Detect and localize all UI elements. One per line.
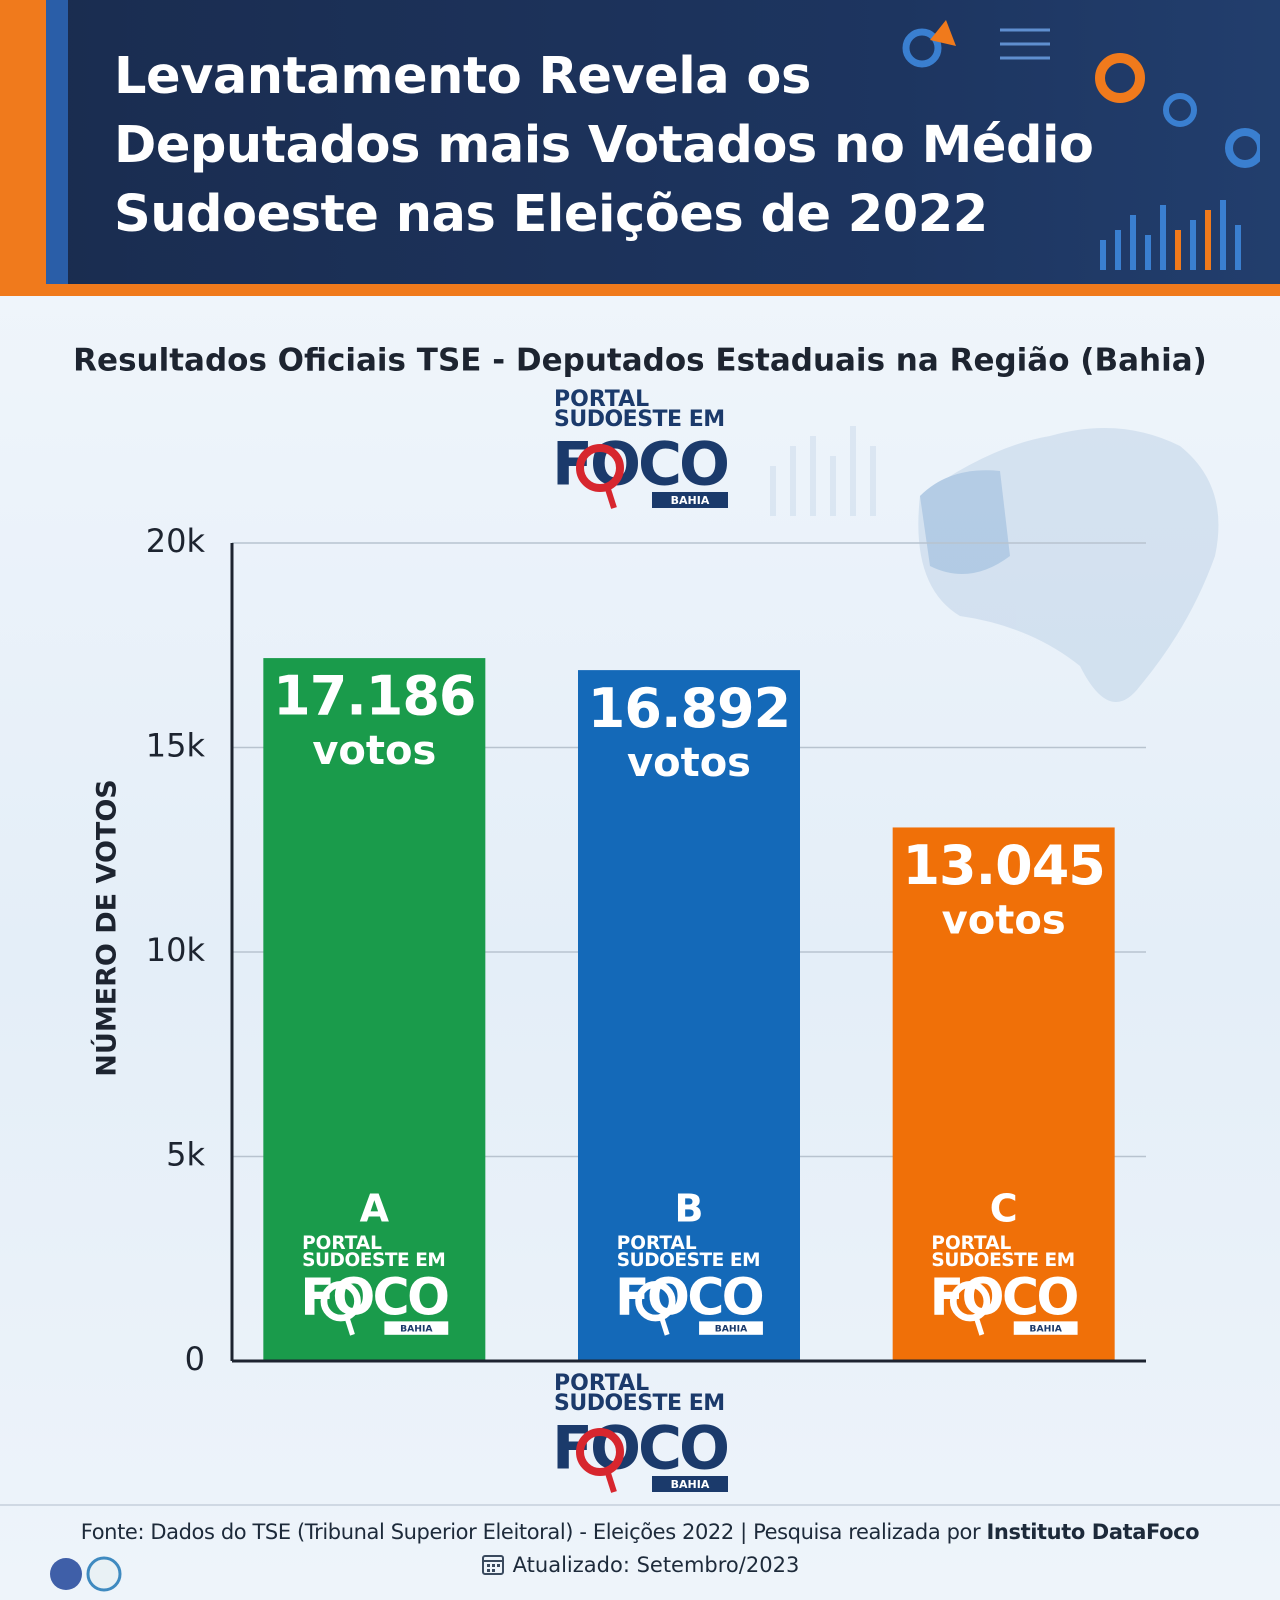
value-label-unit: votos: [627, 740, 751, 786]
y-tick-label: 5k: [166, 1136, 205, 1174]
accent-stripe: [46, 0, 68, 284]
value-label: 13.045: [902, 834, 1104, 897]
title: Levantamento Revela os Deputados mais Vo…: [114, 47, 1094, 244]
bar: [263, 658, 486, 1361]
header-decoration: [902, 20, 1260, 270]
logo-region: BAHIA: [671, 1478, 710, 1491]
y-axis-label: NÚMERO DE VOTOS: [91, 779, 123, 1076]
logo-line2: SUDOESTE EM: [554, 1391, 725, 1416]
footer: Fonte: Dados do TSE (Tribunal Superior E…: [0, 1504, 1280, 1592]
logo-lens: [576, 1428, 624, 1476]
logo-line2: SUDOESTE EM: [931, 1250, 1074, 1271]
updated-text: Atualizado: Setembro/2023: [512, 1553, 800, 1577]
bar: [892, 827, 1115, 1361]
logo-line1: PORTAL: [554, 1371, 649, 1396]
logo-lens: [320, 1281, 361, 1322]
category-label: B: [675, 1187, 704, 1231]
logo-band: [384, 1321, 449, 1335]
accent-stripe: [0, 0, 46, 284]
logo-lens-handle: [973, 1315, 985, 1336]
y-tick-label: 15k: [146, 727, 206, 765]
y-tick-label: 20k: [146, 522, 206, 560]
logo-lens: [576, 444, 624, 492]
header: Levantamento Revela os Deputados mais Vo…: [0, 0, 1280, 296]
logo-line2: SUDOESTE EM: [554, 407, 725, 432]
chart: Resultados Oficiais TSE - Deputados Esta…: [73, 343, 1219, 1493]
institute: Instituto DataFoco: [986, 1520, 1200, 1544]
logo-lens-handle: [604, 1469, 617, 1493]
logo-lens-handle: [344, 1315, 355, 1336]
logo-line2: SUDOESTE EM: [617, 1250, 760, 1271]
value-label: 17.186: [273, 665, 475, 728]
y-tick-label: 10k: [146, 931, 206, 969]
subtitle: Resultados Oficiais TSE - Deputados Esta…: [73, 343, 1207, 379]
background-decoration: [770, 426, 1219, 702]
value-label-unit: votos: [942, 897, 1066, 943]
calendar-icon: [481, 1555, 504, 1575]
logo-region: BAHIA: [671, 494, 710, 507]
logo-region: BAHIA: [400, 1323, 433, 1334]
updated: Atualizado: Setembro/2023: [0, 1552, 1280, 1577]
logo-region: BAHIA: [1029, 1323, 1062, 1334]
partner-icons: [50, 1556, 122, 1592]
logo-lens-handle: [604, 485, 617, 509]
source-text: Fonte: Dados do TSE (Tribunal Superior E…: [80, 1520, 981, 1544]
source: Fonte: Dados do TSE (Tribunal Superior E…: [0, 1520, 1280, 1544]
logo-line1: PORTAL: [302, 1233, 382, 1254]
category-label: C: [990, 1187, 1018, 1231]
y-tick-label: 0: [185, 1340, 205, 1378]
logo-lens: [635, 1281, 676, 1322]
logo-line1: PORTAL: [931, 1233, 1011, 1254]
logo-line1: PORTAL: [617, 1233, 697, 1254]
logo-band: [1013, 1321, 1078, 1335]
logo-lens-handle: [658, 1315, 670, 1336]
logo-band: [652, 492, 728, 508]
bar: [578, 670, 800, 1361]
value-label: 16.892: [588, 677, 790, 740]
logo-band: [652, 1476, 728, 1492]
logo-line1: PORTAL: [554, 387, 649, 412]
logo-region: BAHIA: [715, 1323, 748, 1334]
logo-line2: SUDOESTE EM: [302, 1250, 445, 1271]
category-label: A: [360, 1187, 390, 1231]
logo-band: [699, 1321, 763, 1335]
value-label-unit: votos: [312, 728, 436, 774]
logo-lens: [949, 1281, 991, 1322]
